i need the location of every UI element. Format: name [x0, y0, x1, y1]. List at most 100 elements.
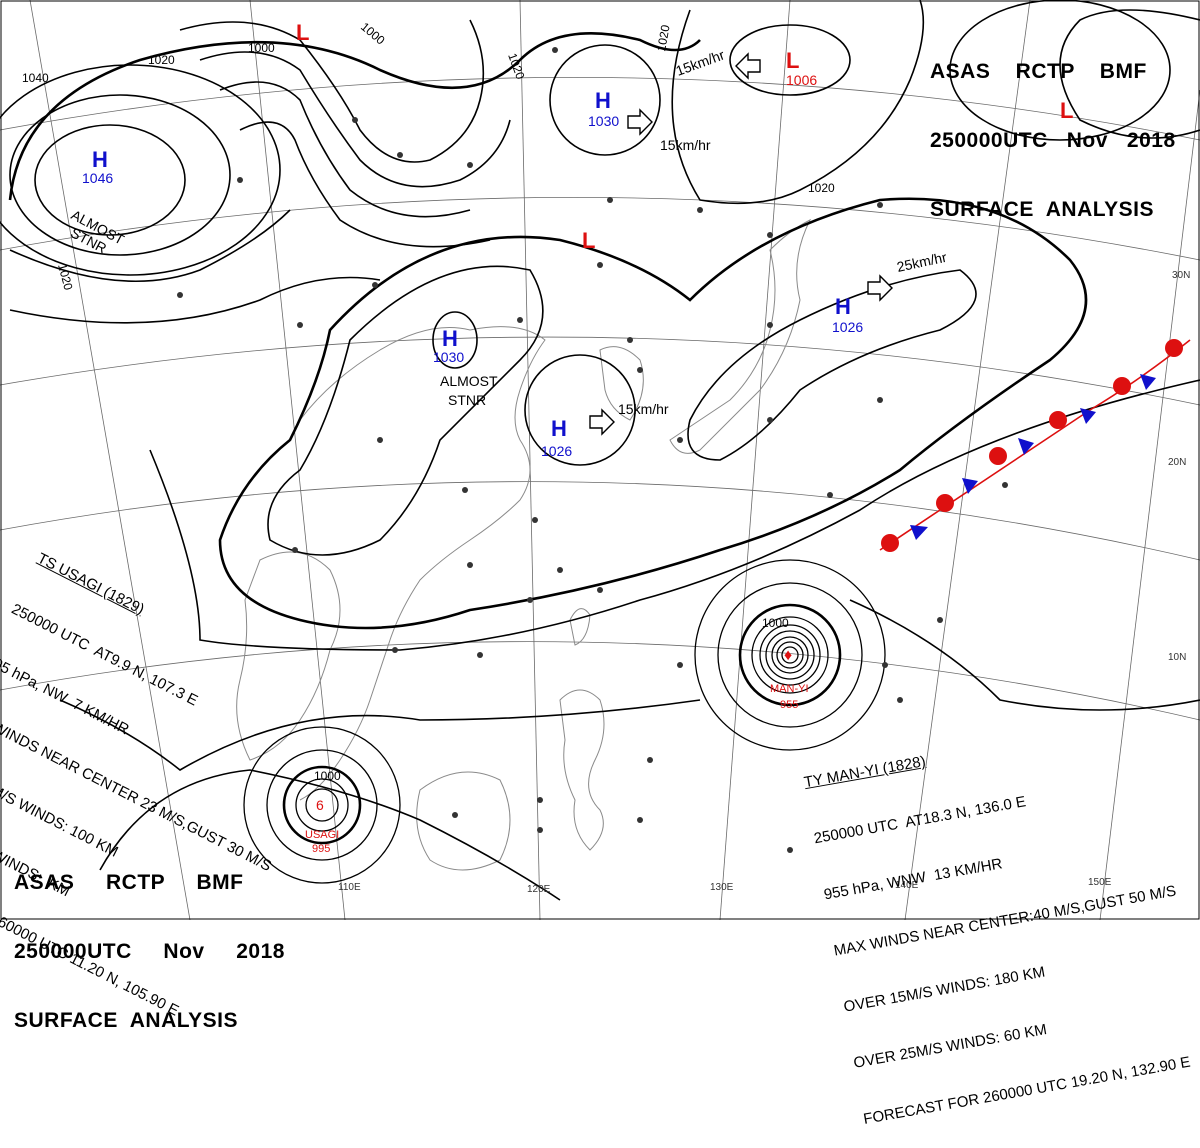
lon-line-150e	[1099, 89, 1200, 920]
front-warm-symbol	[1165, 339, 1183, 357]
isobar-label: 1020	[808, 181, 835, 195]
coastlines	[236, 218, 812, 871]
isobar-ne-arc	[1059, 9, 1200, 139]
isobar-tropics	[99, 769, 561, 901]
isobar-north-waves	[239, 121, 491, 248]
isobar-north-waves	[199, 51, 511, 188]
isobar-ring	[524, 354, 636, 466]
station-plots	[177, 47, 1008, 853]
isobar-ring	[9, 94, 231, 256]
high-center-value: 1030	[588, 113, 619, 129]
map-border	[0, 0, 1200, 920]
annotations: ALMOST STNR ALMOST STNR	[68, 207, 501, 408]
front-cold-symbol	[1018, 438, 1034, 455]
front-warm-symbol	[881, 534, 899, 552]
motion-label: 15km/hr	[660, 137, 711, 153]
motion-label: 25km/hr	[895, 249, 948, 275]
coast-japan	[669, 218, 812, 454]
isobar-ring	[432, 311, 478, 369]
header-line-time: 250000UTC Nov 2018	[930, 129, 1176, 152]
lat-label: 30N	[1172, 270, 1190, 281]
isobar-label: 1020	[654, 23, 672, 52]
isobar-tropics	[849, 599, 1200, 711]
motion-label: 15km/hr	[618, 401, 669, 417]
isobar-label: 1020	[148, 53, 175, 67]
isobar-tropics	[59, 699, 701, 771]
coast-indochina	[236, 551, 341, 761]
typhoon-manyi-rings	[694, 559, 886, 751]
grid-labels: 30N 20N 10N 110E 120E 130E 140E 150E	[338, 270, 1190, 895]
isobar-ring	[687, 269, 977, 461]
front-cold-symbol	[962, 478, 978, 494]
isobar-north-waves	[179, 19, 485, 163]
header-line-title: SURFACE ANALYSIS	[930, 198, 1154, 221]
lon-line-140e	[904, 0, 1031, 920]
typhoon-manyi-name: MAN-YI	[770, 683, 809, 695]
graticule	[0, 0, 1200, 920]
lat-line-30n	[0, 197, 1200, 261]
stationary-front	[879, 339, 1191, 552]
isobar-label: 1000	[314, 769, 341, 783]
isobar-ring	[267, 265, 544, 556]
isobar-tropics	[149, 379, 1200, 651]
motion-label: 15km/hr	[674, 46, 727, 78]
low-center-letter: L	[786, 48, 799, 73]
header-top-right: ASAS RCTP BMF 250000UTC Nov 2018 SURFACE…	[930, 14, 1176, 244]
low-center-letter: L	[1060, 98, 1073, 123]
isobar-label: 1020	[55, 262, 76, 292]
low-center-letter: L	[296, 20, 309, 45]
isobar-north-waves	[9, 209, 291, 282]
motion-arrows	[589, 52, 893, 436]
coast-borneo	[416, 771, 511, 871]
coast-philippines	[559, 689, 605, 851]
isobar-ring	[34, 124, 186, 236]
storm-labels: USAGI 995 MAN-YI 955	[305, 683, 809, 855]
isobar-1020-north	[8, 32, 701, 201]
lon-line-120e	[519, 0, 541, 920]
typhoon-manyi-symbol: ♦	[784, 647, 792, 664]
front-cold-symbol	[1140, 374, 1156, 390]
annotation-almost-stnr: ALMOST STNR	[440, 373, 501, 408]
lon-label: 120E	[527, 884, 551, 895]
isobar-ne-arc	[671, 0, 925, 205]
lat-label: 10N	[1168, 652, 1186, 663]
high-center-letter: H	[835, 294, 851, 319]
coast-asia-mainland	[299, 326, 546, 801]
high-center-value: 1030	[433, 349, 464, 365]
isobar-label: 1000	[762, 616, 789, 630]
front-warm-symbol	[989, 447, 1007, 465]
front-warm-symbol	[1049, 411, 1067, 429]
lat-line-20n	[0, 336, 1200, 406]
low-center-letter: L	[582, 228, 595, 253]
high-center-letter: H	[551, 416, 567, 441]
front-cold-symbol	[1080, 408, 1096, 424]
storm-usagi-symbol: 6	[316, 797, 324, 813]
high-center-value: 1026	[541, 443, 572, 459]
isobar-label: 1000	[248, 41, 275, 55]
isobar-ring	[549, 44, 661, 156]
lon-label: 110E	[338, 882, 361, 893]
high-center-value: 1026	[832, 319, 863, 335]
high-center-letter: H	[92, 147, 108, 172]
coast-taiwan	[569, 608, 591, 646]
isobars	[0, 0, 1200, 901]
isobar-ring	[949, 0, 1171, 141]
lon-line-100e	[29, 0, 191, 920]
lat-label: 20N	[1168, 457, 1186, 468]
lon-label: 130E	[710, 882, 734, 893]
lat-line-40n	[0, 77, 1200, 141]
storm-usagi-name: USAGI	[305, 829, 339, 841]
isobar-label: 1040	[22, 71, 49, 85]
high-center-letter: H	[595, 88, 611, 113]
low-center-value: 1006	[786, 72, 817, 88]
storm-usagi-rings	[243, 726, 401, 884]
coast-korea	[599, 346, 644, 421]
isobar-ring	[729, 24, 851, 96]
isobar-north-waves	[219, 81, 471, 218]
header-line-station: ASAS RCTP BMF	[14, 871, 244, 894]
high-center-value: 1046	[82, 170, 113, 186]
typhoon-manyi-info: TY MAN-YI (1828) 250000 UTC AT18.3 N, 13…	[796, 676, 1200, 1148]
front-warm-symbol	[1113, 377, 1131, 395]
front-cold-symbol	[910, 525, 928, 540]
weather-map: ♦ 6 H	[0, 0, 1200, 920]
